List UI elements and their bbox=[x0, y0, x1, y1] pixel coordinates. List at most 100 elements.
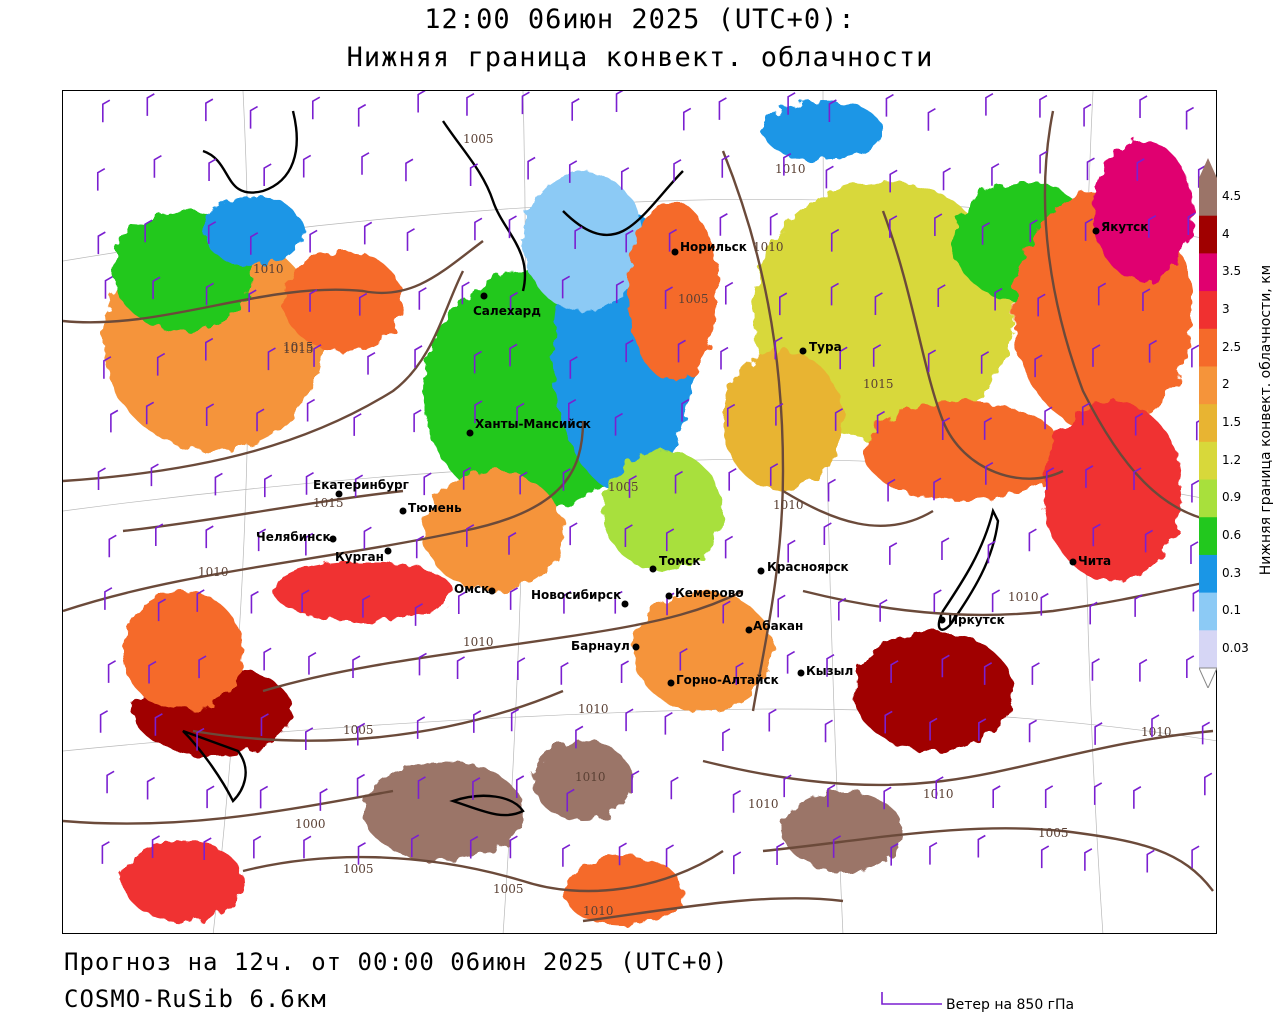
wind-barb bbox=[937, 284, 946, 307]
svg-text:Курган: Курган bbox=[335, 550, 384, 564]
wind-barb bbox=[1151, 714, 1160, 738]
wind-barb bbox=[768, 708, 777, 732]
wind-barb bbox=[205, 98, 214, 122]
wind-barb bbox=[665, 844, 674, 868]
legend-tick-label: 0.1 bbox=[1222, 603, 1242, 618]
wind-barb bbox=[839, 346, 848, 370]
wind-barb bbox=[883, 786, 892, 810]
wind-barb bbox=[562, 844, 571, 867]
wind-barb bbox=[363, 526, 372, 550]
wind-barb bbox=[319, 788, 328, 811]
wind-barb bbox=[198, 655, 207, 679]
city-tomsk: Томск bbox=[649, 554, 701, 573]
wind-barb bbox=[358, 292, 368, 316]
wind-barb bbox=[1083, 103, 1092, 127]
legend-swatch bbox=[1199, 253, 1217, 292]
isobar-label: 1010 bbox=[1008, 590, 1039, 604]
wind-barb bbox=[205, 525, 214, 549]
legend-swatch bbox=[1199, 441, 1217, 481]
wind-barb bbox=[146, 776, 155, 800]
wind-barb bbox=[631, 770, 640, 794]
wind-barb bbox=[249, 105, 258, 129]
isobar-label: 1015 bbox=[283, 340, 314, 354]
wind-barb bbox=[724, 281, 734, 305]
wind-barb bbox=[1133, 467, 1142, 491]
wind-barb bbox=[679, 647, 688, 671]
wind-barb bbox=[410, 834, 420, 858]
wind-barb bbox=[1136, 158, 1145, 181]
city-gorno-altaysk: Горно-Алтайск bbox=[667, 673, 779, 687]
wind-barb bbox=[787, 92, 796, 115]
wind-barb bbox=[361, 152, 370, 175]
wind-barb bbox=[776, 842, 785, 866]
wind-barb bbox=[614, 412, 623, 436]
wind-barb bbox=[305, 532, 314, 556]
city-abakan: Абакан bbox=[745, 619, 803, 634]
wind-barb bbox=[718, 97, 727, 120]
wind-barb bbox=[574, 226, 583, 249]
legend-swatch bbox=[1199, 366, 1217, 405]
wind-barb bbox=[625, 339, 634, 363]
wind-barb bbox=[205, 282, 214, 306]
wind-barb bbox=[1185, 106, 1194, 130]
wind-barb bbox=[1191, 479, 1200, 503]
wind-barb bbox=[508, 215, 517, 239]
wind-barb bbox=[104, 587, 113, 610]
wind-barb bbox=[249, 232, 259, 255]
wind-barb bbox=[1134, 412, 1144, 436]
wind-barb bbox=[1092, 344, 1101, 367]
wind-barb bbox=[1029, 219, 1038, 243]
wind-barb bbox=[519, 471, 528, 495]
isobar-label: 1010 bbox=[773, 498, 804, 512]
wind-barb bbox=[353, 413, 362, 436]
wind-barb bbox=[509, 291, 518, 315]
wind-barb bbox=[106, 770, 115, 794]
wind-barb bbox=[207, 221, 217, 244]
map-panel: 1005 1015 1010 1010 1015 1010 1015 1005 … bbox=[62, 90, 1217, 934]
wind-barb bbox=[830, 228, 840, 252]
wind-barb bbox=[150, 463, 159, 487]
city-chelyabinsk: Челябинск bbox=[256, 530, 337, 544]
wind-barb bbox=[352, 655, 361, 679]
wind-barb bbox=[889, 542, 898, 565]
cloud-base-field bbox=[103, 101, 1193, 926]
isobar-label: 1010 bbox=[578, 702, 609, 716]
city-tura: Тура bbox=[799, 340, 842, 355]
wind-barb bbox=[155, 523, 164, 547]
wind-barb bbox=[987, 540, 996, 564]
wind-barb bbox=[665, 528, 675, 552]
wind-barb bbox=[1139, 658, 1148, 682]
wind-barb bbox=[980, 351, 990, 374]
wind-barb bbox=[521, 91, 530, 115]
isobar-label: 1005 bbox=[608, 480, 639, 494]
wind-barb bbox=[461, 281, 470, 305]
wind-barb bbox=[1197, 165, 1207, 188]
wind-barb bbox=[985, 92, 994, 116]
wind-barb bbox=[935, 776, 944, 799]
svg-text:Красноярск: Красноярск bbox=[767, 560, 849, 574]
color-scale-label: Нижняя граница конвект. облачности, км bbox=[1258, 264, 1274, 576]
wind-barb bbox=[1092, 523, 1101, 547]
wind-barb bbox=[1142, 288, 1151, 312]
wind-barb bbox=[615, 280, 625, 304]
wind-barb bbox=[418, 287, 427, 310]
wind-barb bbox=[722, 600, 731, 624]
city-kurgan: Курган bbox=[335, 547, 392, 564]
wind-barb bbox=[527, 156, 536, 180]
legend-swatch bbox=[1199, 178, 1217, 217]
wind-barb bbox=[664, 711, 673, 735]
wind-barb bbox=[778, 292, 788, 316]
wind-barb bbox=[97, 467, 106, 491]
wind-key-label: Ветер на 850 гПа bbox=[946, 997, 1075, 1013]
legend-swatch bbox=[1199, 404, 1217, 443]
wind-barb bbox=[263, 163, 272, 187]
wind-barb bbox=[977, 834, 986, 858]
wind-barb bbox=[1081, 402, 1091, 426]
isobar-label: 1010 bbox=[575, 770, 606, 784]
wind-barb bbox=[941, 537, 950, 561]
svg-text:Томск: Томск bbox=[659, 554, 701, 568]
wind-barb bbox=[101, 841, 110, 864]
wind-barb bbox=[474, 217, 483, 241]
wind-barb bbox=[1133, 786, 1142, 809]
wind-barb bbox=[418, 652, 427, 676]
